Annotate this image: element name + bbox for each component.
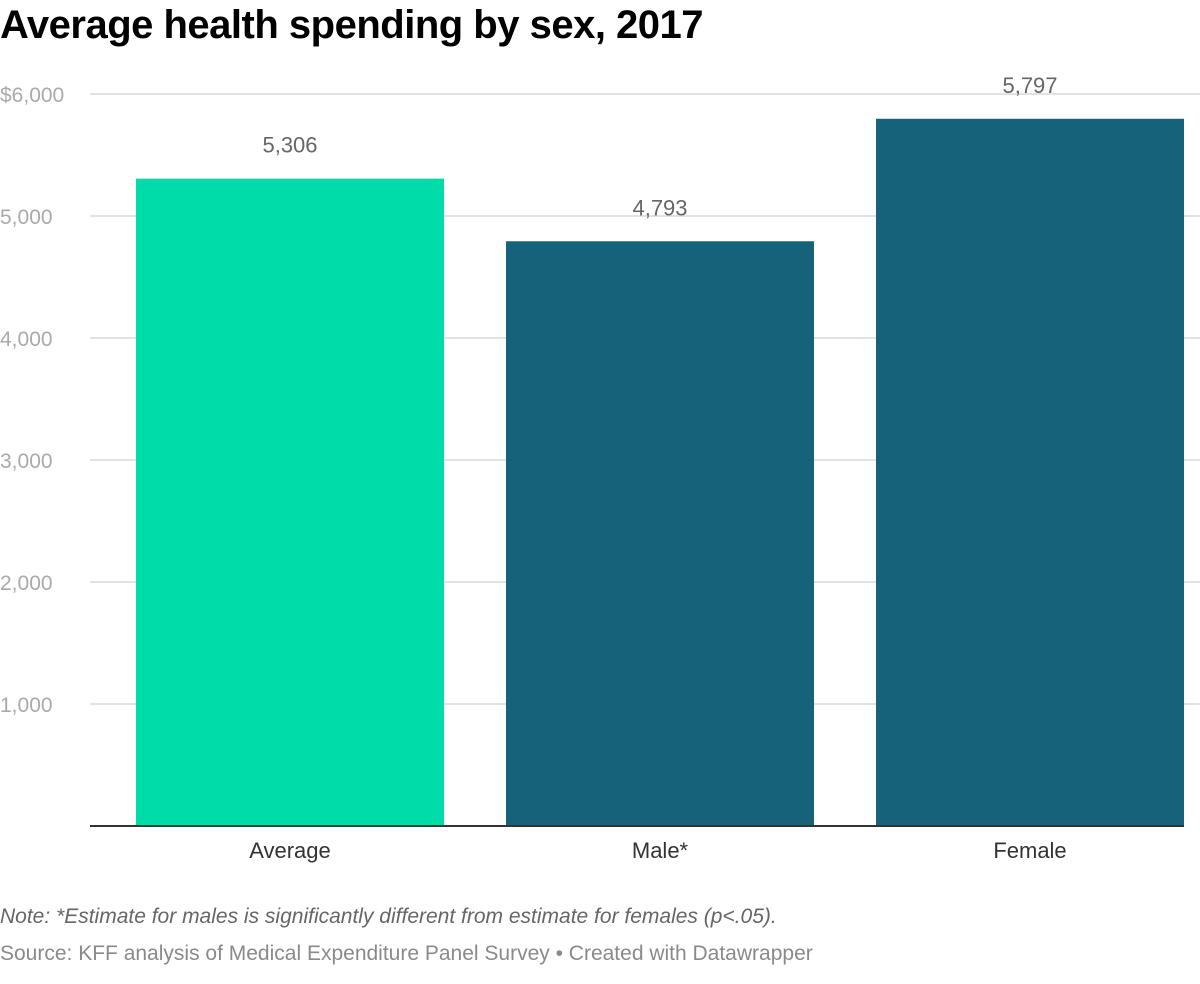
bars [136,118,1184,827]
y-tick-label: 2,000 [0,572,53,595]
category-labels: Average Male* Female [249,838,1066,863]
category-label: Female [993,838,1066,863]
bar-male [506,241,814,826]
y-tick-label: 3,000 [0,450,53,473]
y-tick-label: 1,000 [0,694,53,717]
y-axis-ticks: 1,000 2,000 3,000 4,000 5,000 $6,000 [0,84,64,717]
value-label: 5,797 [1002,73,1057,98]
chart-title: Average health spending by sex, 2017 [0,3,704,47]
chart-note: Note: *Estimate for males is significant… [0,905,777,928]
y-tick-label: $6,000 [0,84,64,107]
bar-chart: 1,000 2,000 3,000 4,000 5,000 $6,000 5,306 4,7… [0,73,1200,863]
category-label: Male* [632,838,689,863]
value-labels: 5,306 4,793 5,797 [262,73,1057,220]
chart-source: Source: KFF analysis of Medical Expendit… [0,942,813,965]
value-label: 5,306 [262,133,317,158]
bar-average [136,178,444,827]
y-tick-label: 4,000 [0,328,53,351]
value-label: 4,793 [632,195,687,220]
bar-female [876,118,1184,827]
y-tick-label: 5,000 [0,206,53,229]
category-label: Average [249,838,331,863]
